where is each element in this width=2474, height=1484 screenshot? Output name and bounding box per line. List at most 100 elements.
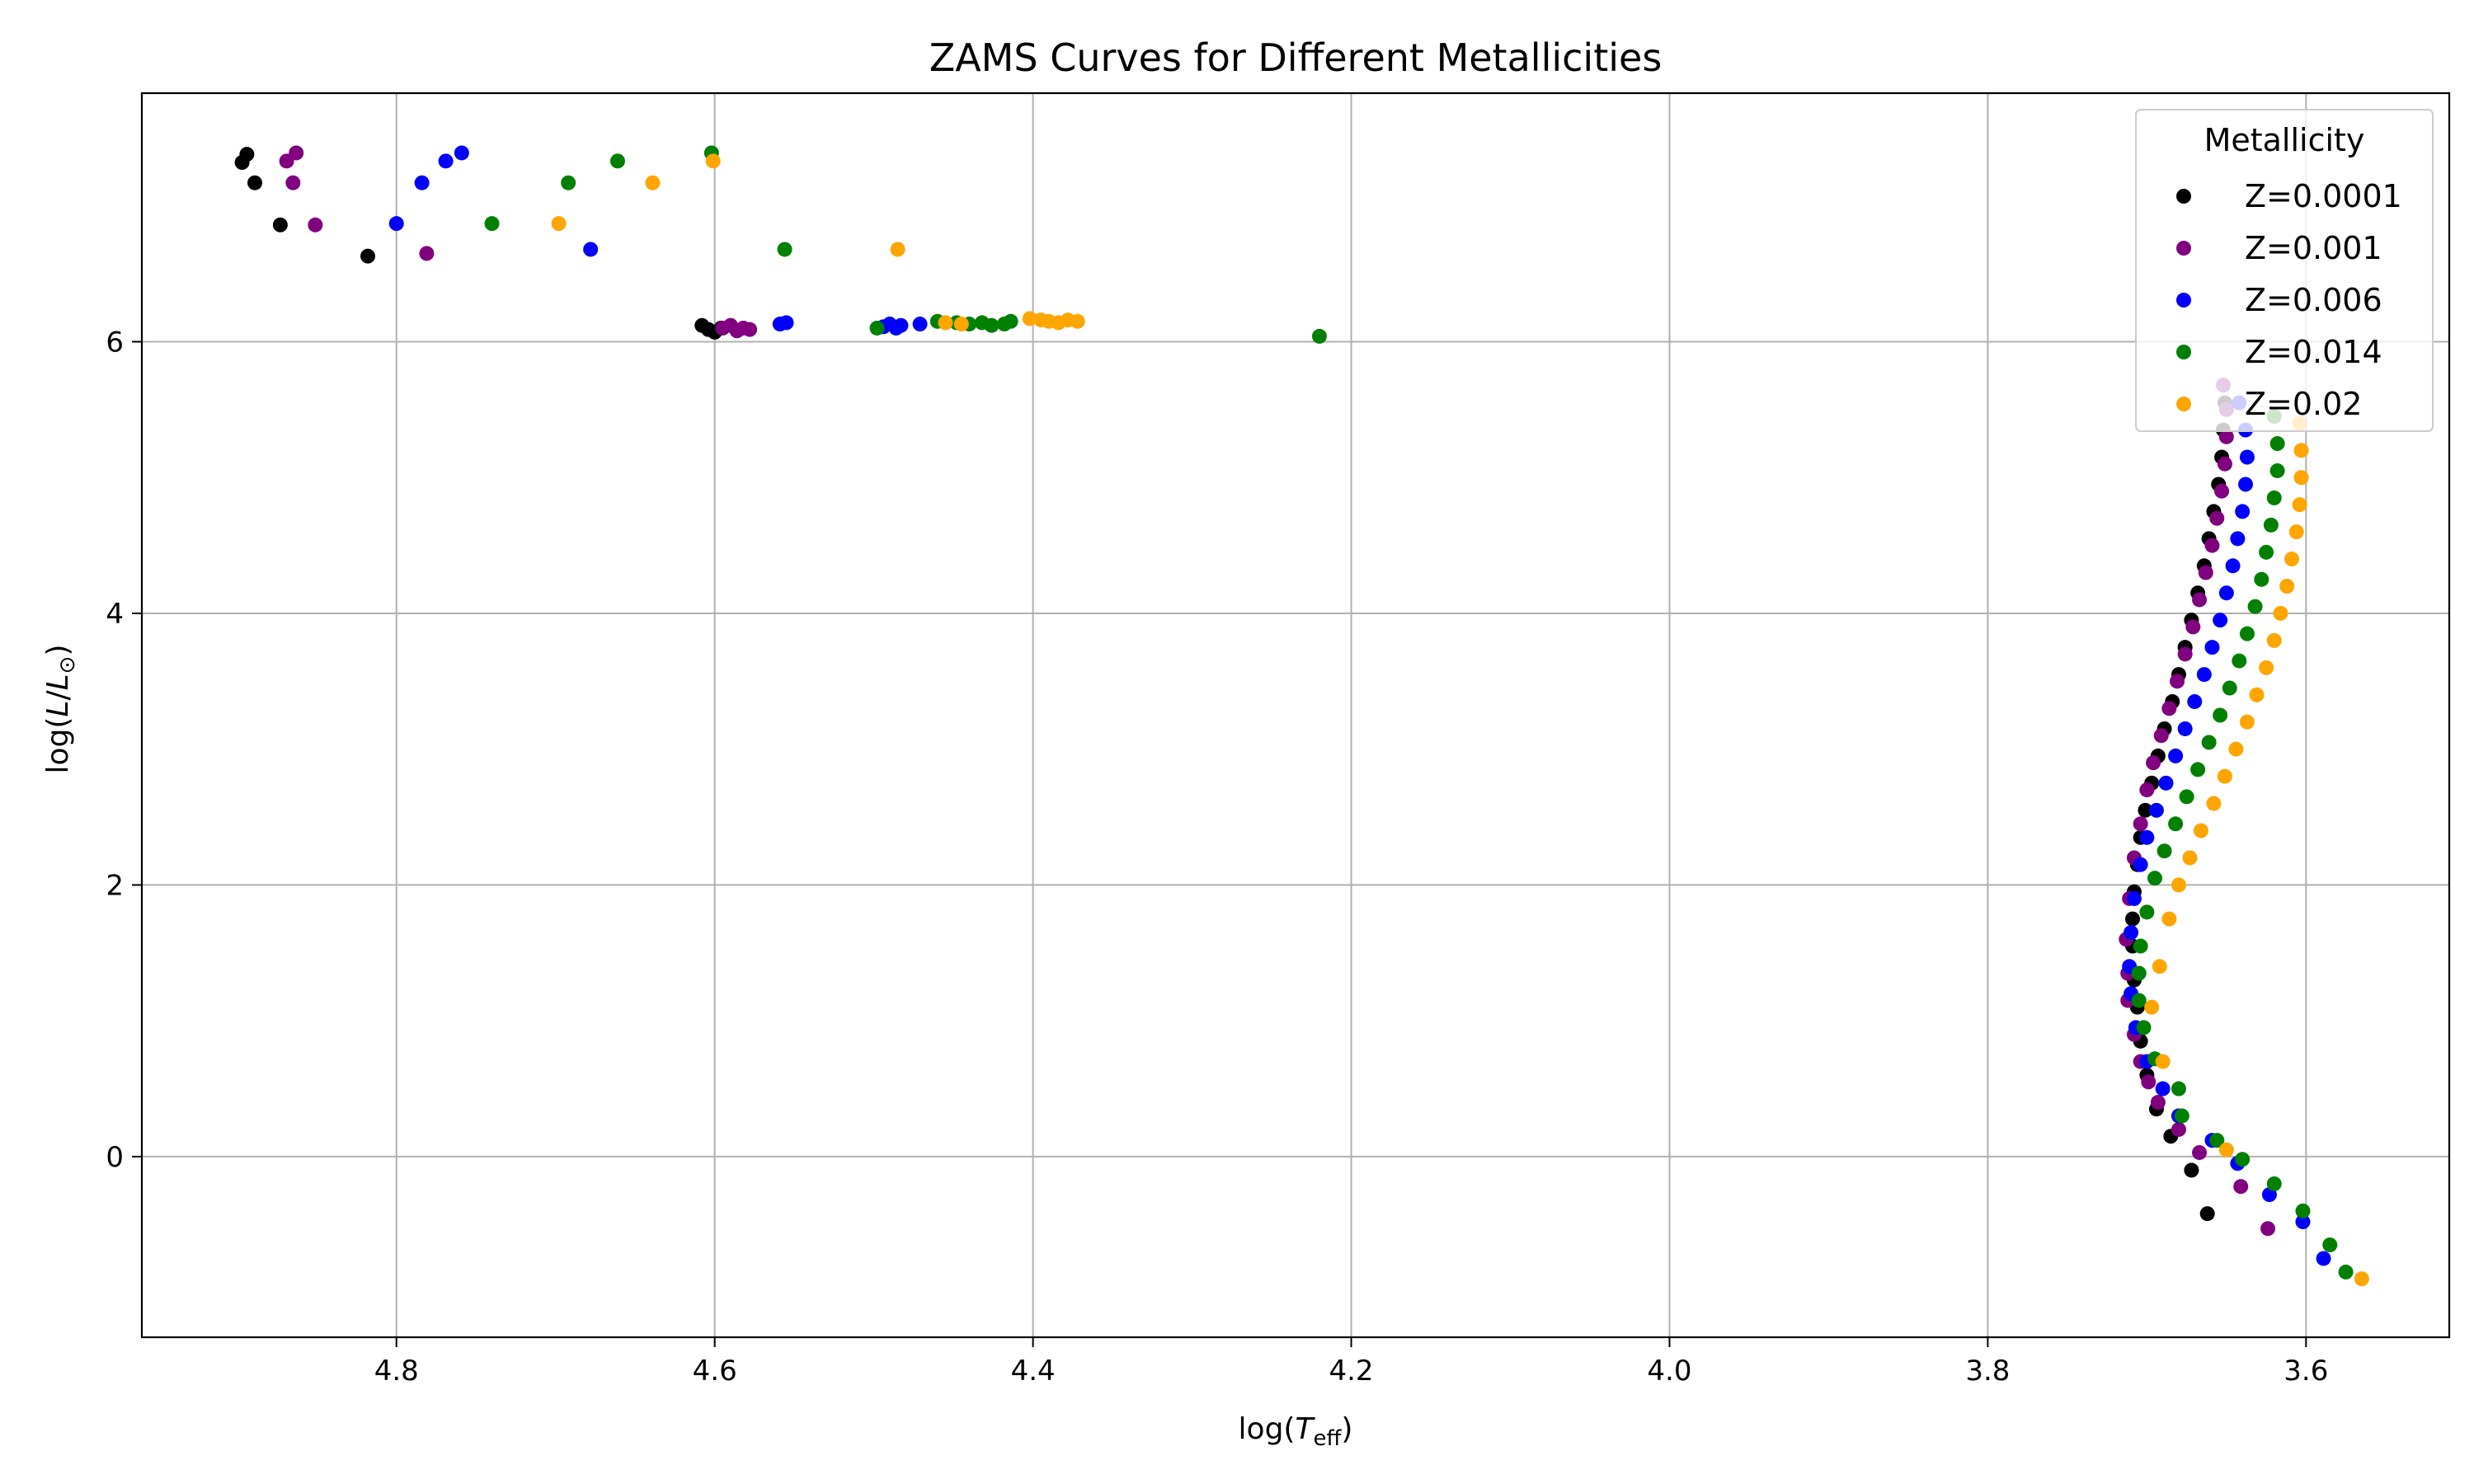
data-point — [2148, 802, 2164, 818]
data-point — [2293, 443, 2309, 458]
x-tick-label: 4.2 — [1329, 1355, 1373, 1388]
x-tick-label: 4.0 — [1647, 1355, 1691, 1388]
data-point — [2249, 687, 2265, 702]
data-point — [2158, 775, 2174, 791]
data-point — [2179, 789, 2194, 805]
legend-entry-label: Z=0.014 — [2245, 334, 2382, 370]
x-tick-label: 4.4 — [1011, 1355, 1056, 1388]
data-point — [2218, 429, 2234, 444]
data-point — [2217, 768, 2232, 784]
data-point — [2152, 959, 2167, 974]
data-point — [2144, 999, 2160, 1015]
data-point — [2139, 904, 2155, 920]
data-point — [2225, 558, 2241, 574]
data-point — [1311, 328, 1327, 344]
y-tick-label: 4 — [106, 598, 124, 631]
x-axis-ticks: 4.8 4.6 4.4 4.2 4.0 3.8 3.6 — [374, 1337, 2328, 1388]
data-point — [984, 317, 999, 333]
data-point — [1003, 313, 1018, 329]
data-point — [2184, 1162, 2199, 1178]
y-axis-ticks: 0 2 4 6 — [106, 326, 142, 1174]
data-point — [551, 216, 567, 232]
data-point — [438, 153, 454, 169]
data-point — [2192, 1144, 2208, 1160]
data-point — [2185, 619, 2201, 635]
series-1 — [279, 145, 2276, 1237]
data-point — [2157, 843, 2172, 859]
data-point — [890, 242, 905, 257]
data-point — [2266, 632, 2282, 648]
data-point — [2174, 1108, 2189, 1124]
data-point — [272, 217, 288, 232]
data-point — [645, 175, 661, 190]
data-point — [2263, 517, 2279, 533]
data-point — [2235, 504, 2251, 519]
data-point — [2161, 911, 2177, 927]
data-point — [2354, 1271, 2369, 1287]
data-point — [2150, 1095, 2166, 1111]
data-point — [561, 175, 576, 190]
data-point — [2138, 802, 2153, 818]
data-point — [2218, 585, 2234, 601]
data-point — [2322, 1237, 2338, 1252]
data-point — [912, 317, 928, 332]
y-tick-label: 0 — [106, 1141, 124, 1174]
data-point — [2190, 762, 2206, 777]
legend-marker — [2176, 293, 2191, 308]
data-point — [609, 153, 625, 169]
data-point — [2213, 613, 2228, 628]
data-point — [2141, 1074, 2157, 1090]
data-point — [2131, 993, 2147, 1008]
data-point — [869, 320, 885, 336]
data-point — [2266, 490, 2282, 505]
data-point — [2232, 653, 2247, 669]
data-point — [2269, 436, 2285, 452]
data-point — [2269, 463, 2285, 478]
data-point — [2170, 674, 2185, 689]
chart-title: ZAMS Curves for Different Metallicities — [929, 35, 1663, 80]
data-point — [777, 242, 793, 257]
data-point — [2213, 707, 2228, 723]
data-point — [953, 317, 969, 332]
data-point — [2177, 721, 2193, 736]
data-point — [2338, 1264, 2354, 1280]
legend-entry-label: Z=0.0001 — [2245, 178, 2402, 214]
data-point — [742, 322, 758, 337]
data-point — [2171, 1081, 2186, 1097]
data-point — [2124, 925, 2139, 941]
grid — [142, 93, 2449, 1337]
data-point — [1022, 311, 1037, 326]
data-points — [234, 145, 2369, 1287]
data-point — [2133, 816, 2148, 832]
data-point — [2235, 1152, 2251, 1167]
data-point — [388, 216, 404, 232]
data-point — [2171, 877, 2186, 893]
legend-entry-label: Z=0.001 — [2245, 230, 2382, 266]
legend-marker — [2176, 345, 2191, 359]
data-point — [2198, 565, 2213, 580]
data-point — [583, 242, 599, 257]
data-point — [2233, 1179, 2249, 1195]
data-point — [2214, 483, 2230, 499]
data-point — [2192, 592, 2208, 608]
data-point — [2201, 735, 2217, 750]
data-point — [2228, 741, 2244, 757]
data-point — [2155, 1054, 2171, 1069]
data-point — [2126, 890, 2142, 906]
data-point — [2266, 1176, 2282, 1191]
data-point — [2136, 1020, 2152, 1036]
data-point — [360, 248, 376, 264]
data-point — [2193, 823, 2208, 838]
data-point — [2133, 857, 2148, 872]
legend-marker — [2176, 397, 2191, 411]
legend-marker — [2176, 189, 2191, 204]
data-point — [2161, 701, 2177, 716]
data-point — [2260, 1221, 2276, 1237]
data-point — [2316, 1251, 2331, 1266]
data-point — [2199, 1206, 2215, 1222]
data-point — [2153, 728, 2169, 744]
data-point — [2209, 1133, 2225, 1148]
data-point — [2217, 456, 2232, 472]
data-point — [2292, 497, 2307, 513]
data-point — [419, 246, 435, 261]
